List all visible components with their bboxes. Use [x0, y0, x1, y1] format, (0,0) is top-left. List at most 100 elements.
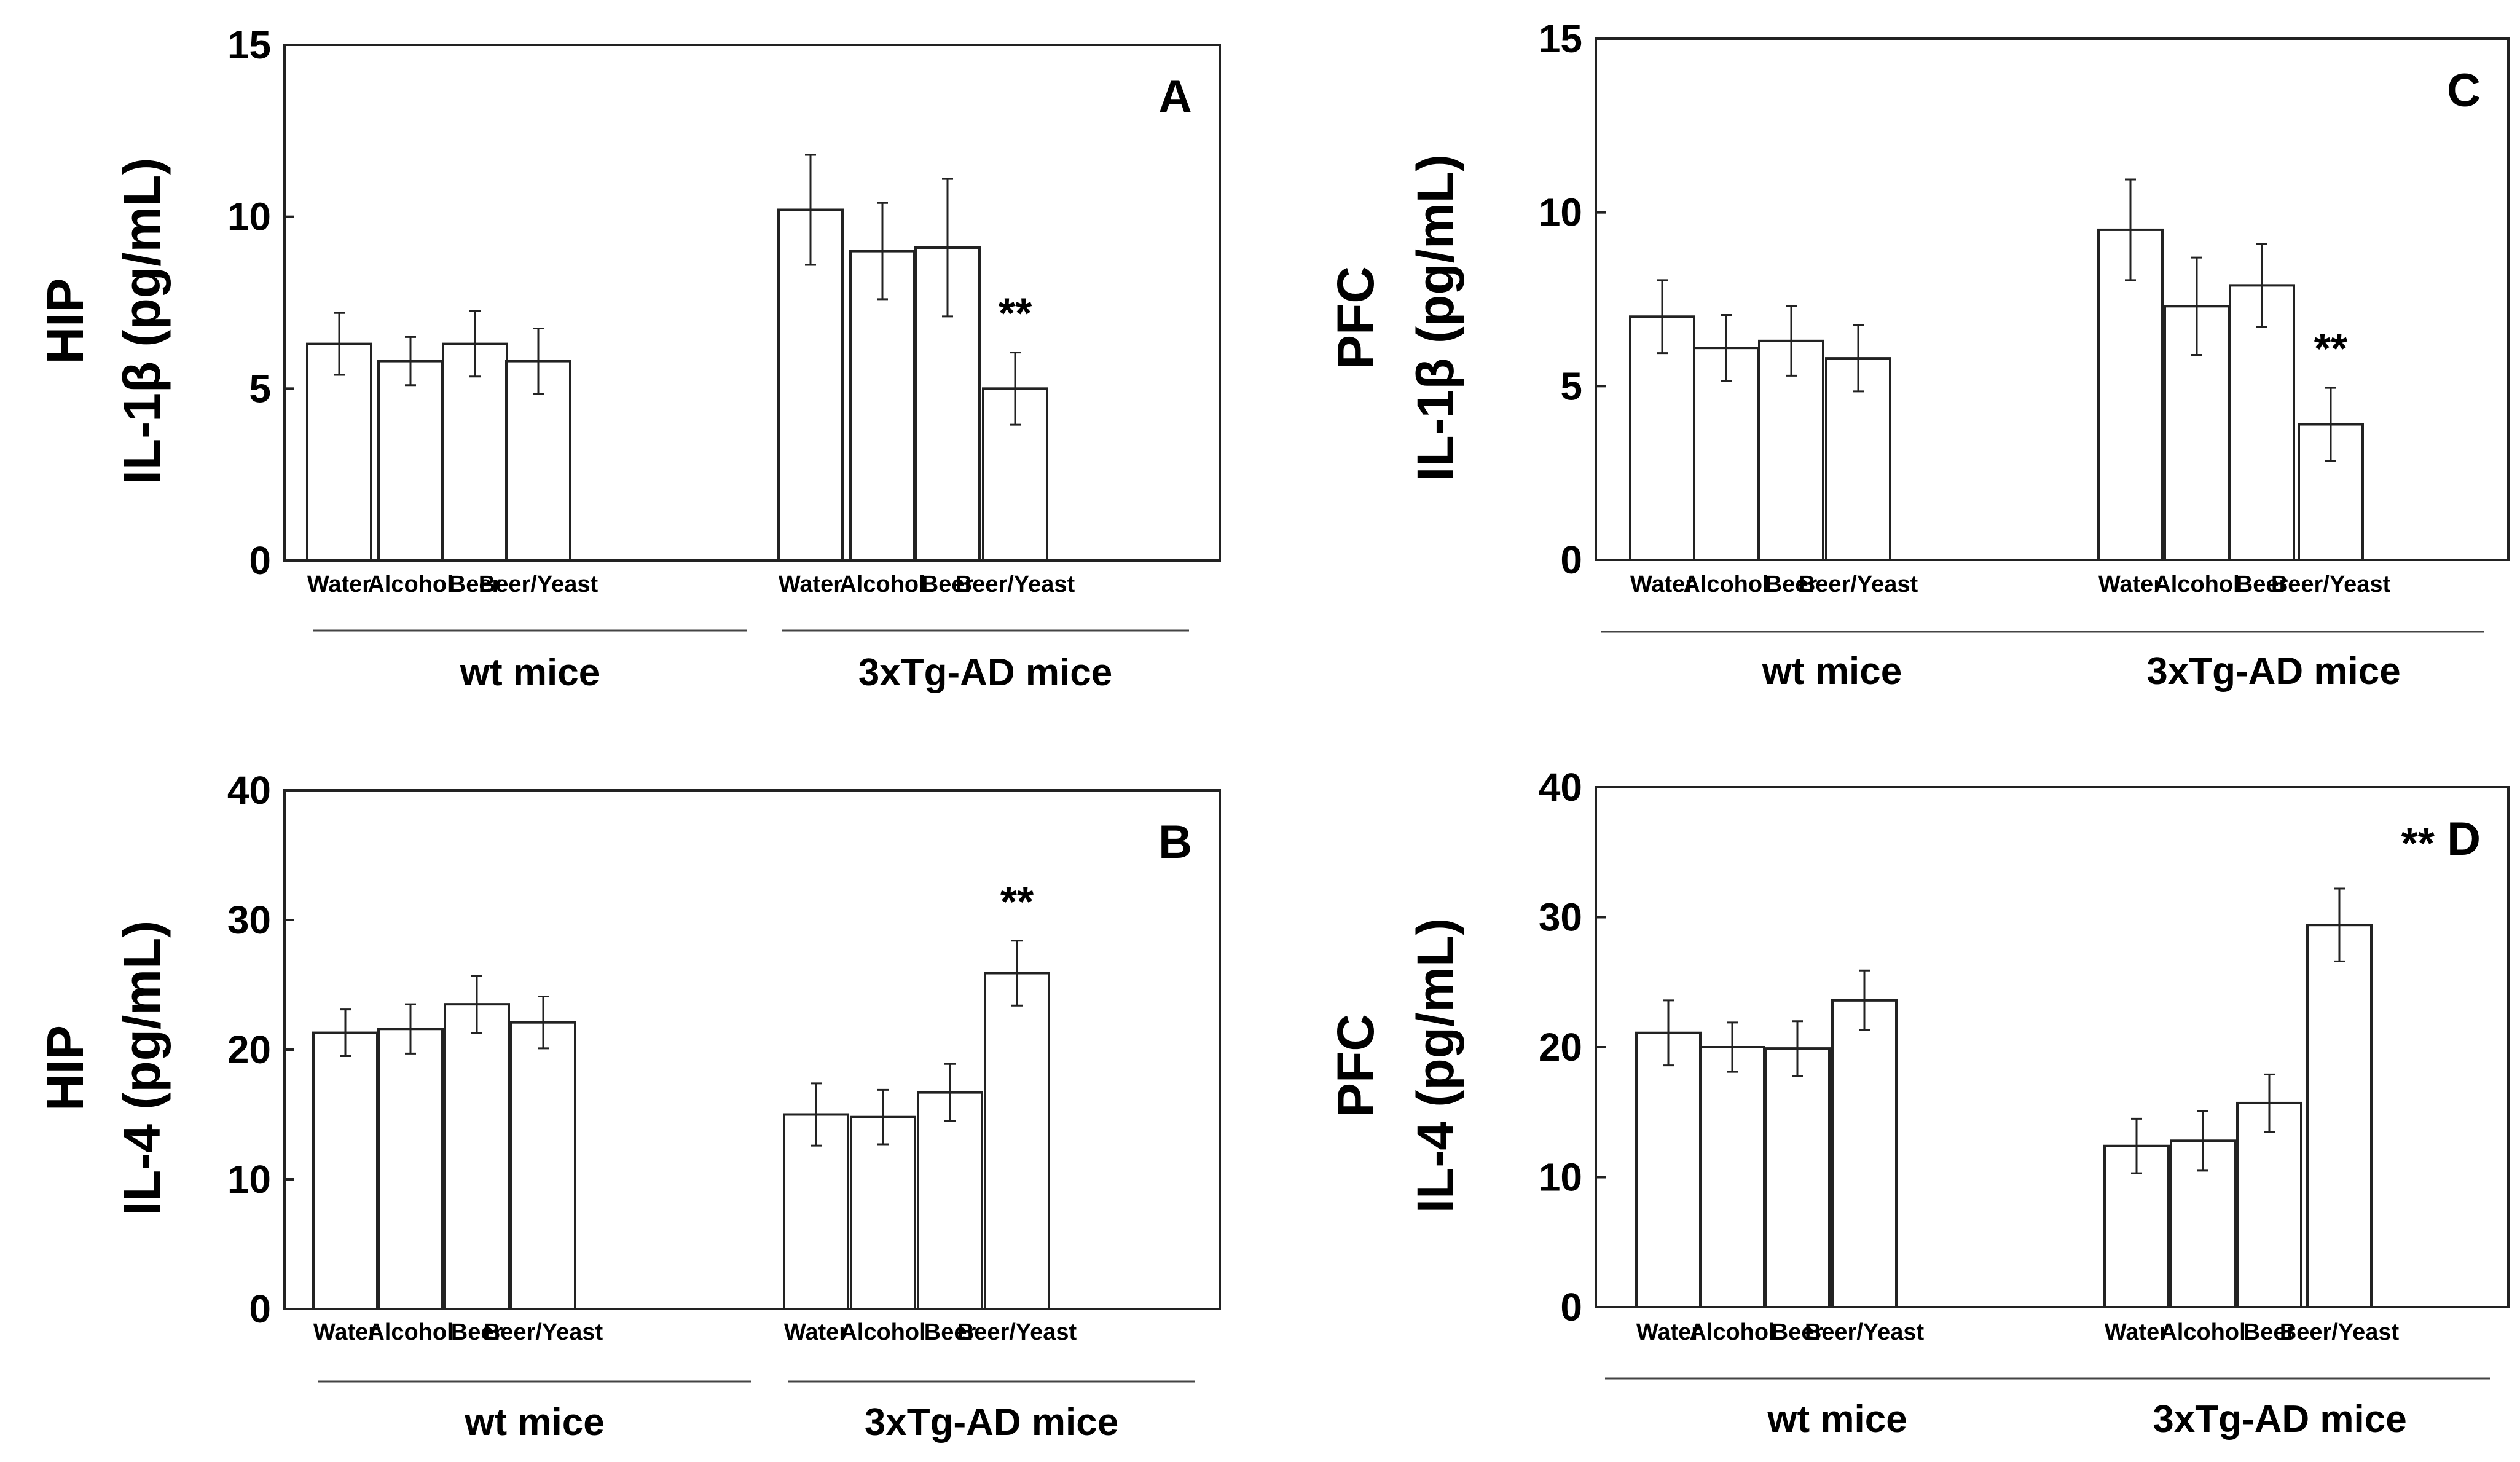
panel-letter: B — [1158, 816, 1192, 868]
y-tick-label: 0 — [249, 538, 271, 583]
category-label: Water — [313, 1319, 377, 1345]
category-label: Water — [779, 572, 842, 597]
category-label: Beer — [924, 1319, 976, 1345]
bar — [1831, 999, 1898, 1308]
y-axis-region-label: HIP — [36, 278, 94, 364]
category-label: Beer — [922, 572, 974, 597]
category-label: Beer/Yeast — [484, 1319, 603, 1345]
bar — [2236, 1101, 2302, 1308]
category-label: Beer/Yeast — [1805, 1319, 1925, 1345]
category-label: Beer/Yeast — [2280, 1319, 2400, 1345]
group-label: wt mice — [464, 1401, 604, 1444]
bar — [1758, 339, 1824, 562]
y-axis-region-label: PFC — [1327, 1014, 1384, 1117]
y-tick-label: 15 — [227, 23, 271, 67]
y-axis-label: IL-1β (pg/mL) — [1407, 154, 1464, 481]
bar — [1635, 1031, 1702, 1308]
group-label: wt mice — [460, 651, 600, 694]
panel-letter: A — [1158, 71, 1192, 123]
category-label: Beer/Yeast — [956, 572, 1075, 597]
panel-letter: C — [2447, 65, 2481, 117]
bar — [312, 1031, 379, 1310]
category-label: Beer — [1765, 572, 1818, 597]
y-tick-label: 30 — [1539, 895, 1582, 940]
plot-frame — [1595, 37, 2510, 561]
category-label: Water — [1630, 572, 1694, 597]
y-tick-label: 10 — [1539, 191, 1582, 235]
category-label: Alcohol — [2154, 572, 2239, 597]
category-label: Water — [2105, 1319, 2169, 1345]
category-label: Beer — [1772, 1319, 1824, 1345]
y-tick-label: 20 — [227, 1028, 271, 1072]
y-tick-label: 15 — [1539, 17, 1582, 61]
group-label: 3xTg-AD mice — [2146, 650, 2400, 693]
bar — [2306, 924, 2373, 1308]
group-label: wt mice — [1762, 650, 1902, 693]
category-label: Water — [2098, 572, 2162, 597]
bar — [1764, 1047, 1831, 1308]
y-axis-label: IL-1β (pg/mL) — [113, 158, 171, 485]
group-label: wt mice — [1767, 1398, 1907, 1440]
y-tick-label: 40 — [227, 768, 271, 812]
category-label: Water — [784, 1319, 848, 1345]
y-tick-label: 10 — [1539, 1155, 1582, 1200]
group-label: 3xTg-AD mice — [865, 1401, 1118, 1444]
category-label: Beer — [2243, 1319, 2296, 1345]
y-axis-region-label: PFC — [1327, 266, 1384, 369]
y-axis-region-label: HIP — [36, 1025, 94, 1111]
bar — [1699, 1046, 1765, 1308]
category-label: Alcohol — [367, 572, 453, 597]
y-axis-label: IL-4 (pg/mL) — [113, 921, 171, 1216]
plot-frame — [283, 44, 1221, 562]
bar — [377, 360, 444, 562]
bar — [917, 1091, 983, 1310]
significance-marker: ** — [1000, 878, 1034, 926]
significance-marker: ** — [2401, 819, 2435, 867]
y-tick-label: 10 — [227, 195, 271, 239]
significance-marker: ** — [2314, 324, 2348, 372]
y-tick-label: 0 — [1560, 1285, 1582, 1329]
category-label: Alcohol — [367, 1319, 453, 1345]
bar — [984, 972, 1050, 1310]
category-label: Beer/Yeast — [2271, 572, 2391, 597]
category-label: Beer/Yeast — [1799, 572, 1918, 597]
bar — [783, 1113, 849, 1310]
bar — [777, 208, 844, 562]
category-label: Alcohol — [2160, 1319, 2245, 1345]
y-axis-label: IL-4 (pg/mL) — [1407, 918, 1464, 1214]
group-label: 3xTg-AD mice — [858, 651, 1112, 694]
panel-letter: D — [2447, 813, 2481, 865]
bar — [306, 342, 372, 562]
y-tick-label: 0 — [249, 1287, 271, 1331]
category-label: Water — [307, 572, 371, 597]
y-tick-label: 0 — [1560, 538, 1582, 582]
category-label: Alcohol — [1683, 572, 1768, 597]
bar — [510, 1021, 576, 1310]
y-tick-label: 40 — [1539, 765, 1582, 809]
category-label: Beer — [449, 572, 501, 597]
y-tick-label: 5 — [1560, 364, 1582, 408]
bar — [442, 342, 508, 562]
category-label: Beer/Yeast — [957, 1319, 1077, 1345]
significance-marker: ** — [999, 289, 1032, 337]
y-tick-label: 20 — [1539, 1025, 1582, 1069]
y-tick-label: 30 — [227, 898, 271, 942]
bar — [850, 1115, 916, 1310]
category-label: Beer — [451, 1319, 503, 1345]
group-label: 3xTg-AD mice — [2153, 1398, 2406, 1440]
category-label: Beer/Yeast — [479, 572, 599, 597]
bar — [444, 1003, 510, 1311]
category-label: Beer — [2236, 572, 2288, 597]
y-tick-label: 5 — [249, 366, 271, 411]
y-tick-label: 10 — [227, 1157, 271, 1201]
category-label: Alcohol — [840, 1319, 925, 1345]
category-label: Alcohol — [839, 572, 925, 597]
category-label: Alcohol — [1689, 1319, 1775, 1345]
bar — [377, 1028, 444, 1310]
category-label: Water — [1636, 1319, 1700, 1345]
